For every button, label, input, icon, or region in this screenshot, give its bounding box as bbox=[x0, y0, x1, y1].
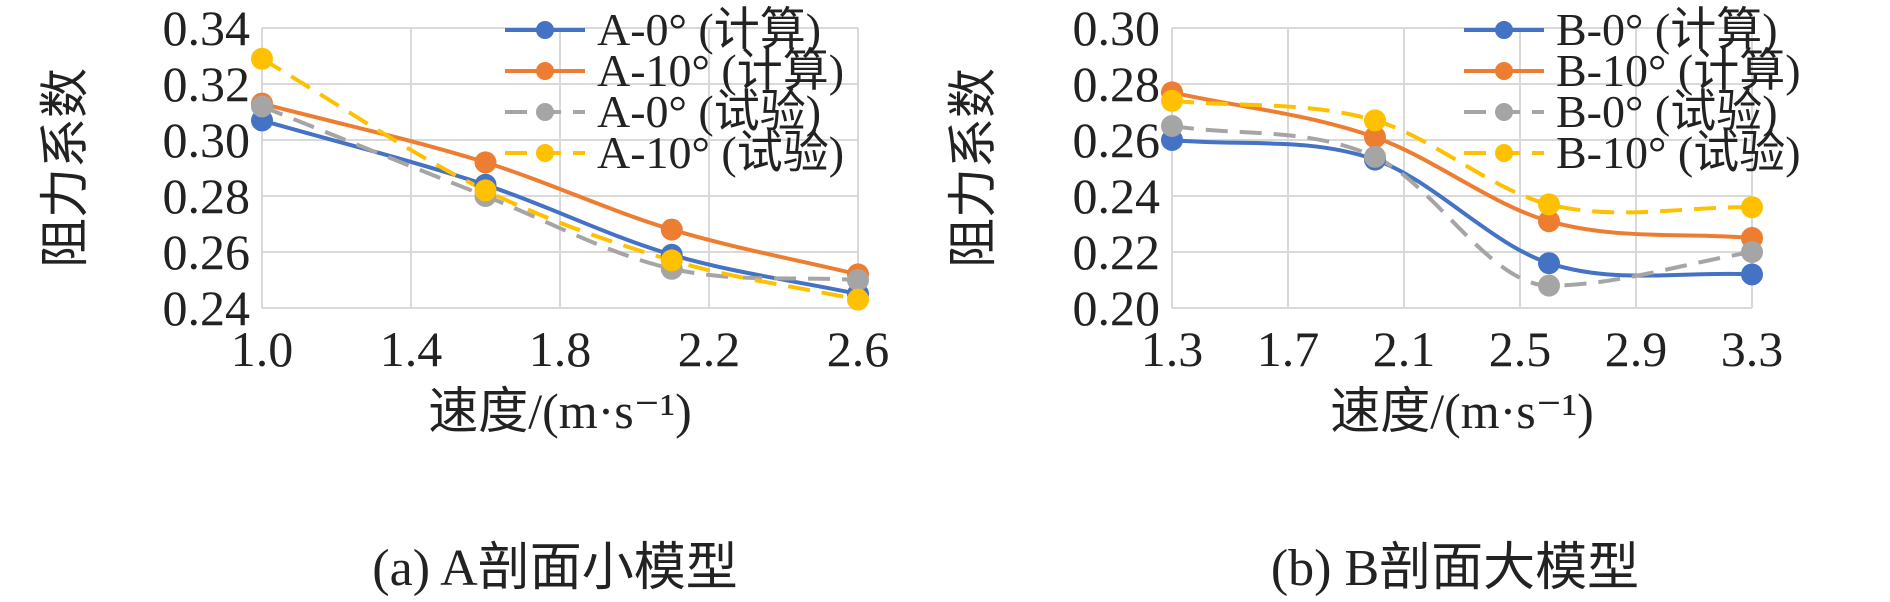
data-point-1-2 bbox=[1538, 274, 1560, 297]
x-axis-title: 速度/(m·s⁻¹) bbox=[428, 383, 692, 439]
x-tick-label: 2.5 bbox=[1489, 321, 1552, 377]
data-point-1-1 bbox=[1364, 126, 1386, 149]
data-point-1-3 bbox=[1161, 89, 1183, 112]
chart-b: 1.3 1.7 2.1 2.5 2.9 3.3 0.200.220.240.260.280.… bbox=[945, 0, 1801, 439]
data-point-0-3 bbox=[251, 47, 273, 70]
legend-label: A-0° (试验) bbox=[597, 86, 821, 137]
y-tick-label: 0.30 bbox=[163, 112, 251, 168]
x-tick-label: 3.3 bbox=[1721, 321, 1784, 377]
series-line-1-1 bbox=[1171, 90, 1753, 240]
data-point-0-3 bbox=[474, 179, 497, 202]
caption-a: (a) A剖面小模型 bbox=[372, 540, 737, 597]
y-axis-title: 阻力系数 bbox=[945, 68, 1001, 268]
legend-label: A-10° (试验) bbox=[597, 127, 844, 178]
legend-swatch-marker bbox=[1495, 62, 1513, 80]
series-line-0-2 bbox=[261, 104, 859, 282]
data-point-1-1 bbox=[1538, 210, 1560, 233]
legend-swatch-marker bbox=[536, 62, 554, 80]
y-tick-label: 0.28 bbox=[1073, 56, 1161, 112]
x-tick-label: 1.8 bbox=[529, 321, 592, 377]
y-tick-label: 0.26 bbox=[163, 224, 251, 280]
series-line-1-0 bbox=[1171, 138, 1753, 278]
legend-swatch-marker bbox=[536, 21, 554, 39]
series-line-1-2 bbox=[1171, 124, 1753, 288]
x-tick-label: 1.4 bbox=[380, 321, 443, 377]
data-point-1-2 bbox=[1741, 241, 1763, 263]
chart-a: 1.0 1.4 1.8 2.2 2.6 0.240.260.280.300.320.34 阻… bbox=[37, 0, 889, 439]
legend-label: B-10° (试验) bbox=[1556, 127, 1801, 178]
y-tick-label: 0.30 bbox=[1073, 0, 1161, 56]
legend-swatch-marker bbox=[1495, 103, 1513, 121]
data-point-1-2 bbox=[1364, 145, 1386, 168]
x-tick-label: 2.2 bbox=[678, 321, 741, 377]
data-point-0-2 bbox=[251, 95, 273, 118]
y-tick-label: 0.26 bbox=[1073, 112, 1161, 168]
y-tick-label: 0.32 bbox=[163, 56, 251, 112]
x-tick-label: 2.1 bbox=[1373, 321, 1436, 377]
x-tick-label: 1.3 bbox=[1141, 321, 1204, 377]
data-point-1-3 bbox=[1538, 193, 1560, 216]
legend-label: B-0° (试验) bbox=[1556, 86, 1778, 137]
y-tick-label: 0.24 bbox=[1073, 168, 1161, 224]
data-point-0-3 bbox=[847, 288, 869, 311]
legend-swatch-marker bbox=[536, 103, 554, 121]
x-tick-label: 2.9 bbox=[1605, 321, 1668, 377]
y-tick-label: 0.20 bbox=[1073, 280, 1161, 336]
data-point-0-3 bbox=[660, 249, 683, 272]
data-point-1-0 bbox=[1538, 252, 1560, 275]
series-line-0-1 bbox=[261, 101, 859, 277]
legend-swatch-marker bbox=[1495, 144, 1513, 162]
data-point-0-2 bbox=[847, 269, 869, 291]
y-tick-label: 0.28 bbox=[163, 168, 251, 224]
y-axis-title: 阻力系数 bbox=[37, 68, 93, 268]
legend-swatch-marker bbox=[536, 144, 554, 162]
x-tick-label: 2.6 bbox=[827, 321, 890, 377]
data-point-1-0 bbox=[1741, 263, 1763, 286]
caption-b: (b) B剖面大模型 bbox=[1271, 540, 1639, 597]
legend-swatch-marker bbox=[1495, 21, 1513, 39]
data-point-1-2 bbox=[1161, 115, 1183, 137]
y-tick-label: 0.22 bbox=[1073, 224, 1161, 280]
data-point-1-3 bbox=[1364, 109, 1386, 132]
data-point-1-3 bbox=[1741, 196, 1763, 219]
data-point-0-1 bbox=[660, 218, 683, 241]
y-tick-label: 0.34 bbox=[163, 0, 251, 56]
x-tick-label: 1.0 bbox=[231, 321, 294, 377]
x-axis-title: 速度/(m·s⁻¹) bbox=[1330, 383, 1594, 439]
legend-label: B-0° (计算) bbox=[1556, 4, 1778, 55]
x-tick-label: 1.7 bbox=[1257, 321, 1320, 377]
data-point-0-1 bbox=[474, 151, 497, 174]
series-line-0-3 bbox=[260, 57, 859, 302]
legend-label: A-10° (计算) bbox=[597, 45, 844, 96]
legend-label: B-10° (计算) bbox=[1556, 45, 1801, 96]
y-tick-label: 0.24 bbox=[163, 280, 251, 336]
legend-label: A-0° (计算) bbox=[597, 4, 821, 55]
